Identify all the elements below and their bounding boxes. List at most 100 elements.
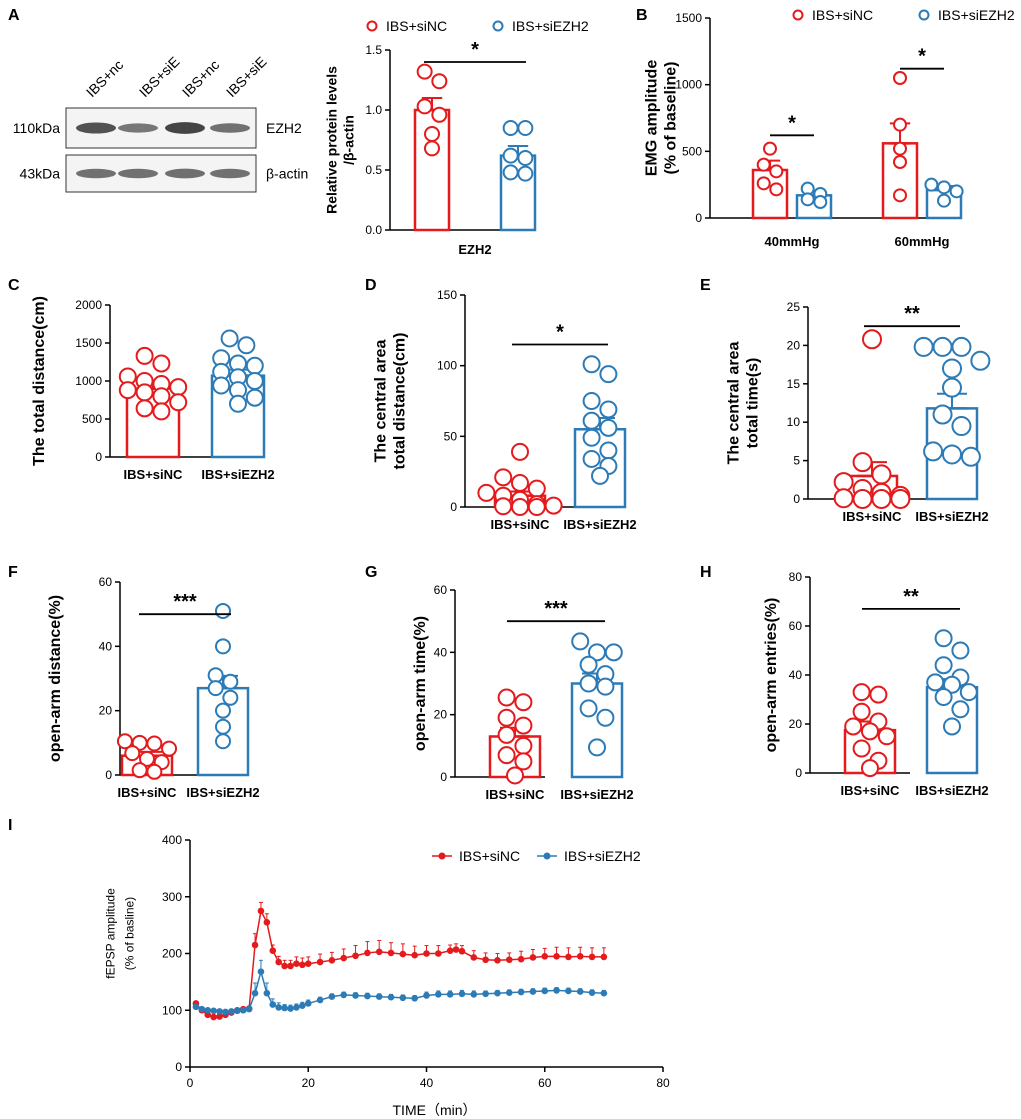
blot-band: [210, 123, 250, 133]
data-point: [852, 739, 871, 758]
data-point: [861, 722, 879, 741]
category-label: IBS+siNC: [843, 509, 902, 524]
data-point: [511, 498, 529, 516]
data-point: [951, 416, 972, 437]
data-point: [257, 968, 265, 975]
x-tick-label: 20: [302, 1076, 316, 1090]
chart-d: D 0 50 100 150 IBS+siNC IBS+siEZH2 * The central…: [365, 277, 637, 532]
legend-marker: [492, 20, 504, 32]
panel-label: C: [8, 277, 20, 294]
data-point: [756, 157, 771, 172]
data-point: [505, 989, 513, 996]
chart-h: H 0 20 40 60 80 IBS+siNC IBS+siEZH2 ** open-arm e…: [700, 564, 989, 798]
data-point: [833, 488, 854, 509]
y-tick-label: 20: [434, 708, 448, 722]
y-tick-label: 2000: [75, 298, 102, 312]
data-point: [565, 987, 572, 995]
category-label: IBS+siNC: [841, 783, 900, 798]
data-point: [416, 98, 433, 115]
legend-label: IBS+siNC: [459, 848, 520, 864]
y-axis-label: open-arm entries(%): [763, 598, 780, 753]
series-line: [195, 908, 604, 1018]
panel-label-a: A: [8, 7, 20, 24]
data-point: [416, 63, 433, 80]
data-point: [517, 165, 534, 182]
data-point: [949, 184, 964, 199]
data-point: [494, 989, 501, 997]
data-point: [544, 496, 563, 515]
data-point: [204, 1011, 212, 1019]
data-point: [131, 762, 148, 779]
data-point: [316, 958, 324, 966]
data-point: [215, 733, 231, 750]
x-tick-label: 80: [656, 1076, 670, 1090]
y-axis-label: The central area: [373, 340, 390, 463]
data-point: [943, 717, 961, 736]
y-tick-label: 1.5: [365, 43, 382, 57]
data-point: [192, 1003, 200, 1011]
data-point: [431, 73, 448, 90]
group-label: 40mmHg: [765, 234, 820, 249]
data-point: [287, 962, 294, 970]
data-point: [198, 1005, 206, 1013]
legend-marker: [543, 852, 551, 860]
data-point: [588, 989, 596, 996]
data-point: [257, 907, 265, 915]
data-point: [215, 602, 231, 619]
category-label: IBS+siEZH2: [186, 785, 259, 800]
data-point: [541, 953, 549, 960]
data-point: [576, 953, 584, 960]
data-point: [411, 995, 418, 1002]
data-point: [862, 329, 882, 350]
category-label: IBS+siNC: [491, 517, 550, 532]
data-point: [424, 140, 440, 157]
panel-label: F: [8, 564, 18, 581]
significance-label: *: [788, 112, 796, 134]
x-tick-label: 60: [538, 1076, 552, 1090]
data-point: [934, 656, 953, 675]
data-point: [152, 402, 171, 421]
data-point: [553, 953, 560, 960]
data-point: [588, 738, 606, 757]
data-point: [245, 372, 264, 390]
data-point: [571, 632, 590, 651]
data-point: [514, 736, 533, 755]
data-point: [502, 147, 519, 164]
data-point: [502, 120, 519, 136]
data-point: [582, 449, 601, 468]
legend-marker: [366, 20, 378, 32]
data-point: [458, 990, 466, 998]
data-point: [893, 141, 907, 156]
data-point: [375, 948, 383, 956]
y-tick-label: 20: [99, 704, 113, 718]
y-tick-label: 20: [787, 338, 801, 352]
y-tick-label: 0.5: [365, 163, 382, 177]
data-point: [152, 354, 171, 373]
y-tick-label: 0: [695, 211, 702, 225]
x-axis-label: TIME（min）: [393, 1102, 477, 1118]
panel-label: B: [636, 7, 648, 24]
category-label: IBS+siNC: [118, 785, 177, 800]
y-tick-label: 400: [162, 833, 182, 847]
data-point: [470, 991, 478, 998]
data-point: [237, 336, 256, 355]
data-point: [852, 489, 873, 509]
data-point: [599, 365, 618, 384]
data-point: [959, 683, 978, 702]
data-point: [582, 411, 601, 430]
data-point: [923, 441, 944, 462]
blot-band: [210, 168, 250, 179]
y-tick-label: 0: [175, 1060, 182, 1074]
y-axis-label: The total distance(cm): [31, 296, 48, 466]
data-point: [251, 989, 259, 997]
data-point: [228, 1008, 235, 1015]
data-point: [477, 483, 496, 502]
data-point: [943, 675, 961, 694]
data-point: [458, 947, 466, 955]
y-axis-label: open-arm distance(%): [47, 595, 64, 762]
data-point: [435, 991, 442, 998]
data-point: [234, 1007, 241, 1015]
data-point: [529, 988, 537, 995]
y-tick-label: 80: [789, 570, 803, 584]
